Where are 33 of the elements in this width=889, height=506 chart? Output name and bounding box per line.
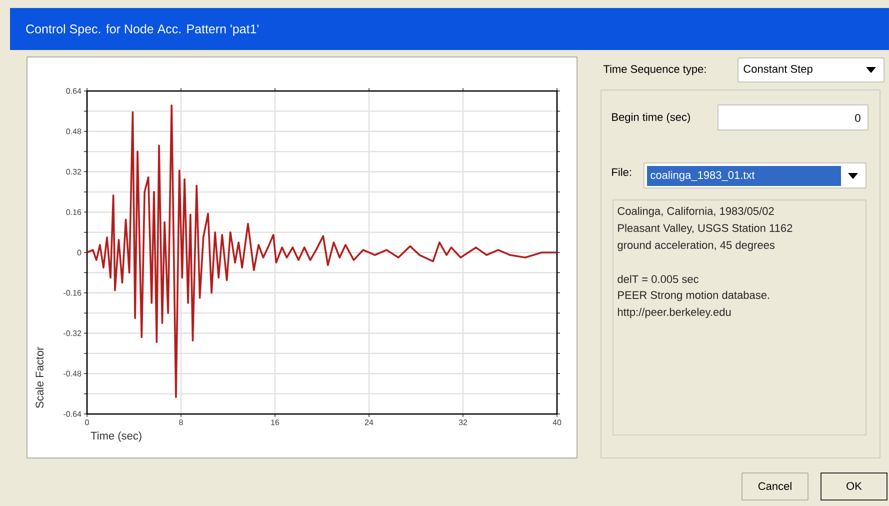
text: 0 [855,114,860,122]
y-tick-label: -0.16 [64,290,82,296]
y-tick-label: 0.16 [66,209,82,215]
x-tick-label: 40 [552,420,562,426]
x-tick-label: 8 [179,420,183,426]
text: coalinga_1983_01.txt [650,170,755,182]
text: Control Spec. for Node Acc. Pattern 'pat1' [26,24,258,36]
y-tick-label: 0.32 [66,168,82,175]
text: ground acceleration, 45 degrees [618,240,775,252]
line-series [87,104,557,398]
y-axis-title: Scale Factor [35,346,44,408]
x-tick-label: 24 [364,420,374,426]
x-tick-label: 16 [271,420,280,426]
y-tick-label: -0.32 [64,330,82,336]
text: Pleasant Valley, USGS Station 1162 [618,224,792,234]
y-tick-label: -0.64 [64,411,82,417]
text: Constant Step [744,65,812,75]
text: Coalinga, California, 1983/05/02 [618,206,774,218]
y-tick-label: 0 [77,250,82,256]
text: Cancel [758,482,792,490]
x-tick-label: 32 [458,420,468,426]
y-tick-label: 0.48 [66,128,82,134]
text: PEER Strong motion database. [618,290,770,302]
y-tick-label: -0.48 [64,370,82,376]
x-axis-title: Time (sec) [90,432,142,442]
text: File: [612,168,631,176]
x-tick-label: 0 [85,420,89,426]
text: OK [846,482,862,490]
text: Time Sequence type: [603,64,706,76]
text: http://peer.berkeley.edu [618,308,731,318]
y-tick-label: 0.64 [66,88,82,94]
text: delT = 0.005 sec [618,274,699,284]
text: Begin time (sec) [612,112,690,124]
